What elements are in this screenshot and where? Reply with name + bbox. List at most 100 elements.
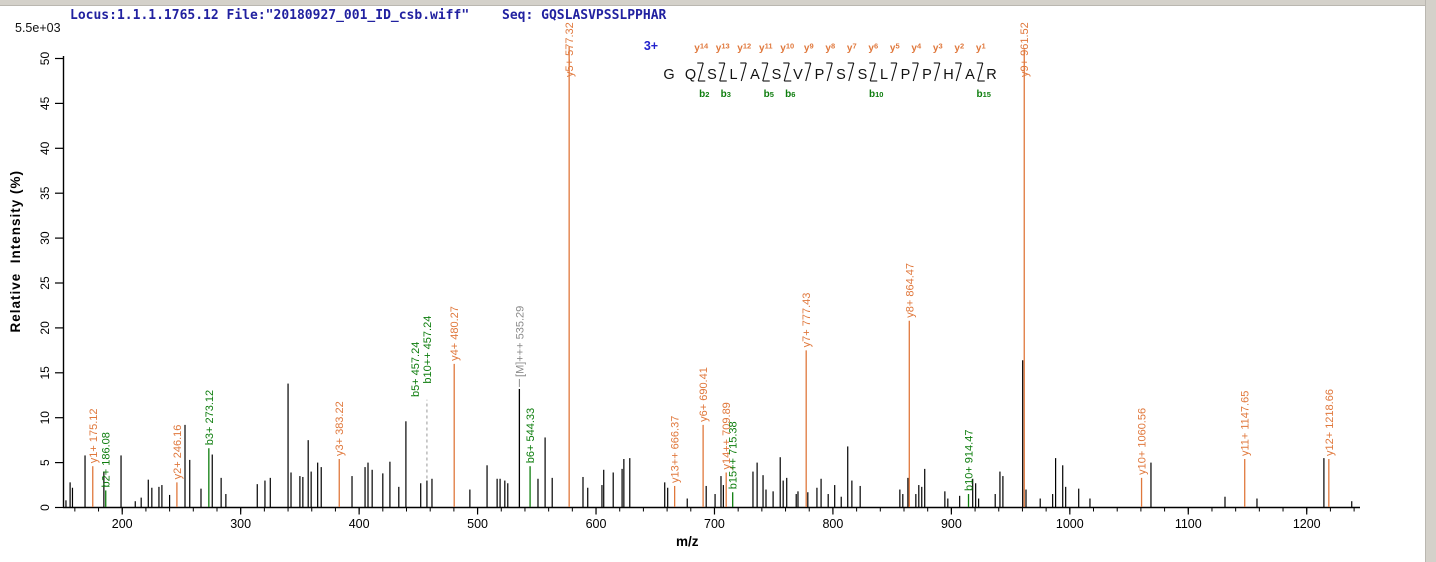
window-top-edge bbox=[0, 0, 1436, 6]
y-tick-label: 30 bbox=[38, 231, 52, 245]
y-ion-label: y8 bbox=[825, 42, 835, 55]
fragment-mark bbox=[955, 62, 962, 82]
residue-letter: P bbox=[922, 67, 932, 83]
x-tick-label: 1200 bbox=[1293, 517, 1321, 531]
residue-letter: Q bbox=[685, 67, 696, 83]
y-tick-label: 20 bbox=[38, 321, 52, 335]
peak-label: y13++ 666.37 bbox=[670, 416, 682, 483]
y-tick-label: 15 bbox=[38, 366, 52, 380]
x-tick-label: 400 bbox=[349, 517, 370, 531]
fragment-mark bbox=[805, 62, 812, 82]
y-ion-label: y13 bbox=[716, 42, 730, 55]
peak-label: y14++ 709.89 bbox=[721, 402, 733, 469]
peak-label: b3+ 273.12 bbox=[204, 390, 216, 445]
fragment-mark bbox=[697, 62, 704, 82]
fragment-mark bbox=[783, 62, 790, 82]
y-ion-label: y11 bbox=[759, 42, 773, 55]
y-ion-label: y14 bbox=[694, 42, 709, 55]
fragment-mark bbox=[826, 62, 833, 82]
peak-label: y11+ 1147.65 bbox=[1240, 391, 1252, 456]
peak-label: b2+ 186.08 bbox=[101, 432, 113, 487]
residue-letter: H bbox=[943, 67, 953, 83]
fragment-mark bbox=[869, 62, 876, 82]
y-tick-label: 10 bbox=[38, 411, 52, 425]
fragment-mark bbox=[934, 62, 941, 82]
peak-label: y7+ 777.43 bbox=[801, 293, 813, 348]
b-ion-label: b2 bbox=[699, 89, 709, 100]
x-tick-label: 600 bbox=[586, 517, 607, 531]
max-intensity-label: 5.5e+03 bbox=[15, 21, 61, 35]
y-ion-label: y10 bbox=[780, 42, 794, 55]
y-tick-label: 50 bbox=[38, 52, 52, 66]
window-right-edge bbox=[1425, 0, 1436, 562]
peak-label: y2+ 246.16 bbox=[172, 425, 184, 480]
y-ion-label: y3 bbox=[933, 42, 943, 55]
peak-label: b10++ 457.24 bbox=[422, 316, 434, 384]
residue-letter: S bbox=[836, 67, 846, 83]
precursor-charge-label: 3+ bbox=[644, 39, 658, 53]
b-ion-label: b15 bbox=[977, 89, 991, 100]
peak-label: y6+ 690.41 bbox=[698, 367, 710, 422]
locus-file-label: Locus:1.1.1.1765.12 File:"20180927_001_I… bbox=[70, 8, 470, 23]
residue-letter: S bbox=[772, 67, 782, 83]
residue-letter: L bbox=[729, 67, 737, 83]
fragment-mark bbox=[740, 62, 747, 82]
y-tick-label: 45 bbox=[38, 96, 52, 110]
peak-label: b15++ 715.38 bbox=[728, 421, 740, 489]
x-tick-label: 900 bbox=[941, 517, 962, 531]
b-ion-label: b5 bbox=[764, 89, 774, 100]
residue-letter: A bbox=[750, 67, 760, 83]
fragment-mark bbox=[848, 62, 855, 82]
x-tick-label: 800 bbox=[822, 517, 843, 531]
fragment-mark bbox=[891, 62, 898, 82]
peak-label: y10+ 1060.56 bbox=[1137, 408, 1149, 475]
x-tick-label: 300 bbox=[230, 517, 251, 531]
peak-label: b5+ 457.24 bbox=[410, 342, 422, 397]
residue-letter: V bbox=[793, 67, 803, 83]
residue-letter: R bbox=[986, 67, 996, 83]
y-tick-label: 0 bbox=[38, 504, 52, 511]
peak-label: [M]+++ 535.29 bbox=[514, 306, 526, 377]
x-tick-label: 1100 bbox=[1175, 517, 1202, 531]
residue-letter: L bbox=[880, 67, 888, 83]
fragment-mark bbox=[912, 62, 919, 82]
b-ion-label: b10 bbox=[869, 89, 883, 100]
residue-letter: G bbox=[663, 67, 674, 83]
y-ion-label: y12 bbox=[737, 42, 751, 55]
residue-letter: S bbox=[707, 67, 717, 83]
peak-label: y12+ 1218.66 bbox=[1324, 389, 1336, 456]
y-ion-label: y7 bbox=[847, 42, 857, 55]
peak-label: y5+ 577.32 bbox=[564, 22, 576, 77]
y-ion-label: y9 bbox=[804, 42, 814, 55]
y-ion-label: y6 bbox=[868, 42, 878, 55]
y-ion-label: y2 bbox=[954, 42, 964, 55]
x-tick-label: 200 bbox=[112, 517, 133, 531]
peak-label: b6+ 544.33 bbox=[525, 408, 537, 463]
x-tick-label: 500 bbox=[467, 517, 488, 531]
x-tick-label: 1000 bbox=[1056, 517, 1084, 531]
x-axis-title: m/z bbox=[676, 534, 699, 549]
y-tick-label: 40 bbox=[38, 141, 52, 155]
residue-letter: P bbox=[901, 67, 911, 83]
y-ion-label: y4 bbox=[911, 42, 922, 55]
y-ion-label: y5 bbox=[890, 42, 900, 55]
y-tick-label: 5 bbox=[38, 459, 52, 466]
residue-letter: A bbox=[965, 67, 975, 83]
peak-label: y9+ 961.52 bbox=[1019, 22, 1031, 77]
peak-label: y4+ 480.27 bbox=[449, 306, 461, 361]
b-ion-label: b6 bbox=[785, 89, 795, 100]
peak-label: b10+ 914.47 bbox=[964, 430, 976, 491]
peak-label: y8+ 864.47 bbox=[904, 263, 916, 318]
residue-letter: S bbox=[858, 67, 868, 83]
y-tick-label: 25 bbox=[38, 276, 52, 290]
y-ion-label: y1 bbox=[976, 42, 986, 55]
fragment-mark bbox=[719, 62, 726, 82]
peak-label: y1+ 175.12 bbox=[88, 408, 100, 463]
x-tick-label: 700 bbox=[704, 517, 725, 531]
b-ion-label: b3 bbox=[721, 89, 731, 100]
fragment-mark bbox=[762, 62, 769, 82]
sequence-header-label: Seq: GQSLASVPSSLPPHAR bbox=[502, 8, 667, 23]
y-tick-label: 35 bbox=[38, 186, 52, 200]
